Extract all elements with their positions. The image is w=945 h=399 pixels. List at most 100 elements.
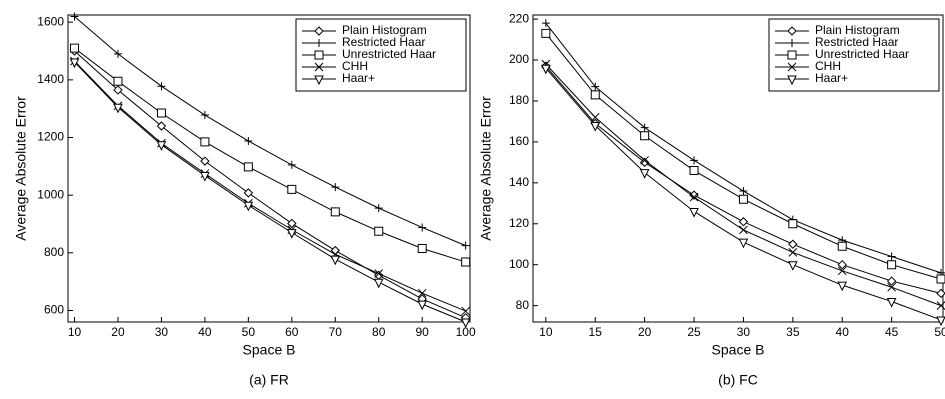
x-tick-label: 60: [285, 325, 299, 339]
data-point: [788, 239, 798, 249]
data-point: [788, 261, 798, 271]
data-point: [69, 58, 80, 69]
data-point: [639, 157, 650, 168]
data-point: [640, 155, 649, 165]
data-point: [200, 172, 210, 182]
x-tick-label: 30: [737, 325, 751, 339]
data-point: [113, 76, 123, 86]
data-point: [374, 226, 384, 236]
y-axis-label: Average Absolute Error: [478, 96, 494, 241]
y-tick-label: 220: [509, 11, 529, 25]
data-point: [590, 112, 600, 122]
data-point: [887, 282, 896, 292]
x-tick-label: 40: [198, 325, 212, 339]
y-tick-label: 180: [509, 93, 529, 107]
plot-frame: [532, 14, 944, 323]
x-tick-label: 20: [111, 325, 125, 339]
x-tick-label: 20: [638, 325, 652, 339]
series-line: [74, 50, 466, 319]
y-tick-label: 1000: [37, 187, 64, 201]
data-point: [330, 255, 341, 266]
legend-label: Haar+: [342, 71, 375, 85]
legend-label: Plain Histogram: [815, 23, 900, 37]
y-tick-label: 80: [516, 298, 530, 312]
data-point: [70, 43, 80, 53]
x-tick-label: 45: [885, 325, 899, 339]
data-point: [936, 301, 945, 310]
data-point: [418, 223, 427, 232]
legend-marker: [788, 39, 796, 47]
data-point: [640, 131, 650, 141]
series-line: [74, 47, 466, 263]
data-point: [887, 252, 896, 261]
data-point: [541, 28, 551, 38]
data-point: [113, 85, 123, 95]
data-point: [243, 201, 254, 212]
data-point: [461, 241, 470, 250]
data-point: [417, 288, 427, 298]
data-point: [591, 82, 600, 91]
data-point: [373, 278, 384, 289]
plot-frame: [67, 14, 471, 323]
data-point: [243, 188, 254, 198]
y-tick-label: 160: [509, 134, 529, 148]
legend-label: Unrestricted Haar: [815, 47, 909, 61]
x-axis-label: Space B: [712, 342, 765, 358]
data-point: [936, 288, 945, 299]
data-point: [156, 108, 166, 118]
y-tick-label: 120: [509, 216, 529, 230]
data-point: [244, 136, 253, 145]
data-point: [739, 225, 748, 235]
legend-marker: [315, 39, 323, 47]
caption: (a) FR: [249, 372, 289, 388]
data-point: [417, 243, 427, 253]
data-point: [331, 183, 340, 192]
y-tick-label: 100: [509, 257, 529, 271]
legend-marker: [314, 26, 324, 36]
x-tick-label: 40: [836, 325, 850, 339]
legend-label: Plain Histogram: [342, 23, 427, 37]
data-point: [287, 184, 297, 194]
data-point: [739, 187, 748, 196]
data-point: [287, 160, 296, 169]
data-point: [788, 248, 798, 257]
x-tick-label: 90: [416, 325, 430, 339]
x-tick-label: 35: [786, 325, 800, 339]
series-line: [545, 65, 942, 294]
data-point: [374, 269, 384, 278]
data-point: [417, 300, 428, 311]
data-point: [640, 123, 649, 132]
data-point: [113, 103, 123, 114]
data-point: [639, 169, 650, 179]
x-tick-label: 100: [456, 325, 476, 339]
data-point: [461, 257, 471, 267]
data-point: [287, 218, 297, 229]
legend-marker: [787, 62, 797, 72]
data-point: [243, 162, 253, 172]
legend-marker: [787, 26, 797, 36]
data-point: [788, 219, 798, 229]
x-tick-label: 30: [155, 325, 169, 339]
legend-marker: [314, 62, 324, 72]
data-point: [330, 207, 340, 217]
data-point: [330, 245, 340, 256]
series-line: [545, 63, 942, 307]
data-point: [936, 316, 945, 327]
data-point: [156, 141, 167, 151]
data-point: [886, 276, 897, 286]
legend-marker: [787, 75, 797, 86]
data-point: [690, 156, 699, 165]
legend-label: Restricted Haar: [815, 35, 898, 49]
data-point: [837, 281, 848, 292]
x-tick-label: 15: [589, 325, 603, 339]
data-point: [887, 260, 897, 270]
x-tick-label: 50: [242, 325, 256, 339]
data-point: [156, 121, 167, 131]
data-point: [113, 49, 122, 58]
series-line: [74, 60, 466, 312]
data-point: [886, 298, 897, 308]
caption: (b) FC: [718, 372, 758, 388]
y-tick-label: 200: [509, 52, 529, 66]
data-point: [374, 204, 383, 213]
